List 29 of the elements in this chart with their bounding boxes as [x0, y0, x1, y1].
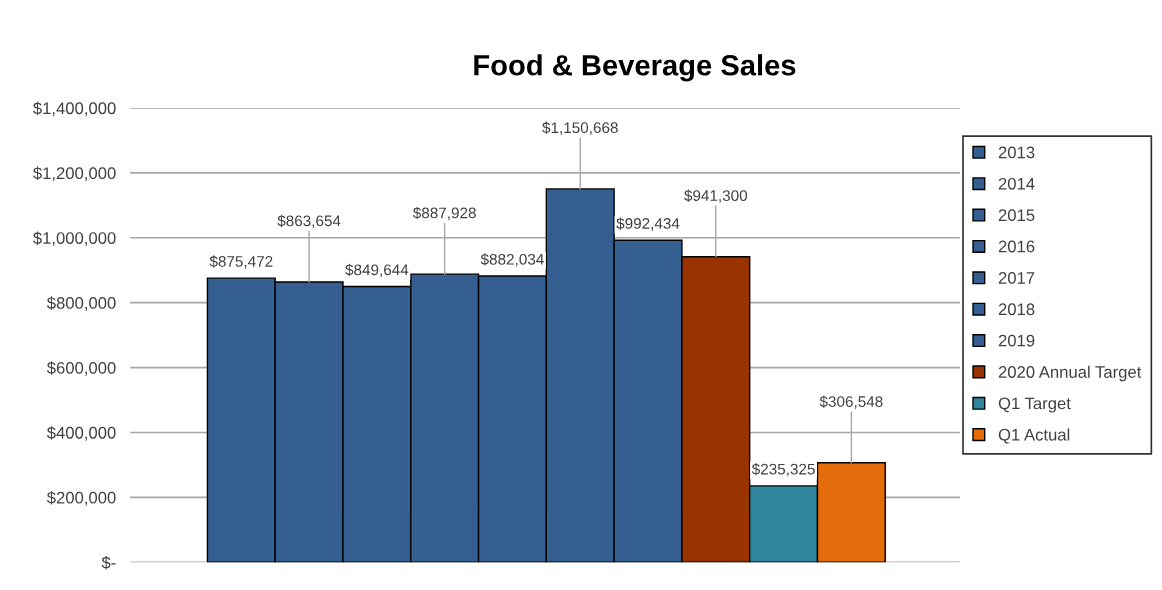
data-label: $1,150,668 — [542, 121, 618, 135]
chart-title: Food & Beverage Sales — [474, 54, 796, 82]
y-tick-label: $200,000 — [46, 491, 116, 506]
data-label: $992,434 — [616, 217, 680, 231]
y-tick-label: $800,000 — [46, 296, 116, 311]
data-label: $306,548 — [819, 395, 883, 409]
y-tick-label: $1,000,000 — [33, 231, 116, 246]
y-tick-label: $1,400,000 — [33, 101, 116, 117]
y-tick-label: $600,000 — [46, 361, 116, 376]
legend-label: 2020 Annual Target — [998, 365, 1142, 382]
legend-label: Q1 Actual — [998, 428, 1070, 444]
legend-label: 2017 — [998, 271, 1035, 284]
legend-label: 2018 — [998, 303, 1035, 316]
y-tick-label: $- — [101, 555, 116, 570]
data-label: $875,472 — [209, 255, 273, 269]
data-label: $941,300 — [684, 189, 748, 203]
data-label: $887,928 — [412, 206, 476, 221]
legend-label: 2013 — [998, 146, 1035, 159]
legend-label: Q1 Target — [998, 397, 1071, 413]
data-label: $863,654 — [277, 214, 341, 229]
data-label: $849,644 — [345, 263, 409, 278]
legend-label: 2015 — [998, 209, 1035, 222]
legend-label: 2016 — [998, 240, 1035, 253]
legend-label: 2014 — [998, 177, 1035, 190]
data-label: $235,325 — [751, 463, 815, 477]
y-tick-label: $400,000 — [46, 426, 116, 441]
legend-label: 2019 — [998, 334, 1035, 347]
data-label: $882,034 — [480, 253, 544, 267]
y-tick-label: $1,200,000 — [33, 166, 116, 182]
